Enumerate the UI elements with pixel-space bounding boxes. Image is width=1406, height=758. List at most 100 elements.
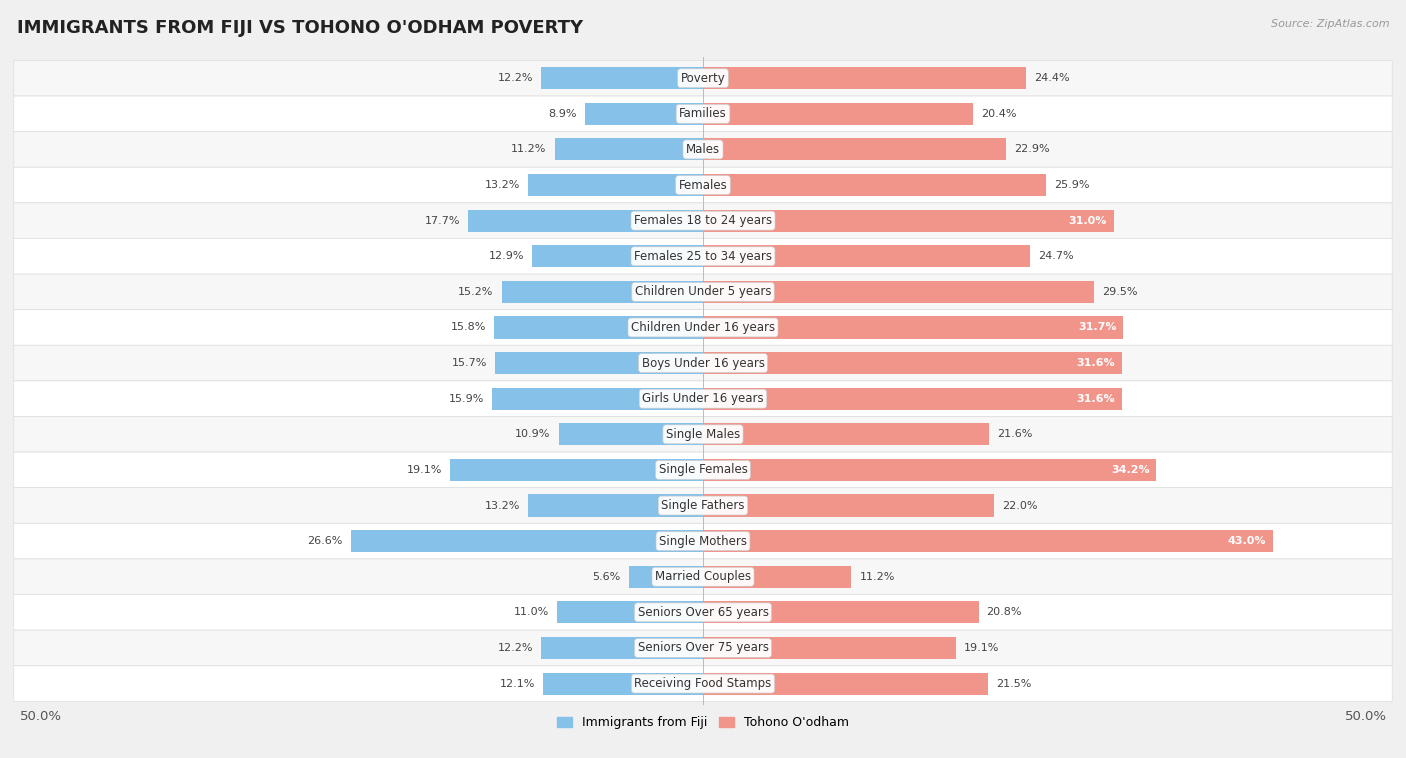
- Bar: [703, 352, 1122, 374]
- Text: 15.2%: 15.2%: [458, 287, 494, 297]
- Text: 20.4%: 20.4%: [981, 109, 1017, 119]
- Text: Single Males: Single Males: [666, 428, 740, 441]
- FancyBboxPatch shape: [14, 61, 1392, 96]
- Text: Single Fathers: Single Fathers: [661, 499, 745, 512]
- Text: 15.8%: 15.8%: [450, 322, 485, 333]
- Text: Source: ZipAtlas.com: Source: ZipAtlas.com: [1271, 19, 1389, 29]
- Bar: [543, 672, 703, 694]
- Text: 12.2%: 12.2%: [498, 643, 533, 653]
- Text: Children Under 5 years: Children Under 5 years: [634, 285, 772, 299]
- Text: Receiving Food Stamps: Receiving Food Stamps: [634, 677, 772, 690]
- Text: Single Mothers: Single Mothers: [659, 534, 747, 547]
- FancyBboxPatch shape: [14, 630, 1392, 666]
- Text: 31.7%: 31.7%: [1078, 322, 1116, 333]
- Text: 15.9%: 15.9%: [449, 393, 485, 404]
- Bar: [494, 316, 703, 339]
- Bar: [628, 565, 703, 587]
- FancyBboxPatch shape: [14, 666, 1392, 701]
- Bar: [529, 174, 703, 196]
- Bar: [531, 246, 703, 268]
- Text: Married Couples: Married Couples: [655, 570, 751, 583]
- Bar: [585, 103, 703, 125]
- Bar: [703, 637, 956, 659]
- Bar: [529, 494, 703, 516]
- Text: Males: Males: [686, 143, 720, 156]
- Bar: [557, 601, 703, 623]
- Text: 11.0%: 11.0%: [515, 607, 550, 617]
- Bar: [450, 459, 703, 481]
- Bar: [558, 423, 703, 446]
- FancyBboxPatch shape: [14, 452, 1392, 487]
- Text: 31.6%: 31.6%: [1077, 393, 1115, 404]
- Text: 13.2%: 13.2%: [485, 500, 520, 511]
- Text: 11.2%: 11.2%: [859, 572, 894, 581]
- Text: Seniors Over 75 years: Seniors Over 75 years: [637, 641, 769, 654]
- Bar: [703, 565, 852, 587]
- FancyBboxPatch shape: [14, 487, 1392, 523]
- Text: Females 18 to 24 years: Females 18 to 24 years: [634, 215, 772, 227]
- Bar: [703, 139, 1007, 161]
- FancyBboxPatch shape: [14, 523, 1392, 559]
- Text: 31.0%: 31.0%: [1069, 216, 1107, 226]
- Bar: [703, 494, 994, 516]
- Bar: [492, 387, 703, 410]
- Text: 20.8%: 20.8%: [987, 607, 1022, 617]
- FancyBboxPatch shape: [14, 168, 1392, 203]
- FancyBboxPatch shape: [14, 310, 1392, 346]
- Text: 29.5%: 29.5%: [1102, 287, 1137, 297]
- FancyBboxPatch shape: [14, 594, 1392, 630]
- Bar: [703, 423, 990, 446]
- Bar: [703, 601, 979, 623]
- Text: 12.2%: 12.2%: [498, 74, 533, 83]
- Text: 8.9%: 8.9%: [548, 109, 576, 119]
- Text: 43.0%: 43.0%: [1227, 536, 1265, 546]
- Text: 26.6%: 26.6%: [308, 536, 343, 546]
- FancyBboxPatch shape: [14, 559, 1392, 594]
- Text: 22.9%: 22.9%: [1014, 145, 1050, 155]
- FancyBboxPatch shape: [14, 274, 1392, 310]
- Text: 31.6%: 31.6%: [1077, 358, 1115, 368]
- FancyBboxPatch shape: [14, 416, 1392, 452]
- Text: Single Females: Single Females: [658, 463, 748, 477]
- Bar: [703, 210, 1114, 232]
- Text: 24.4%: 24.4%: [1035, 74, 1070, 83]
- Bar: [703, 246, 1031, 268]
- Bar: [495, 352, 703, 374]
- Text: 24.7%: 24.7%: [1038, 251, 1074, 262]
- Legend: Immigrants from Fiji, Tohono O'odham: Immigrants from Fiji, Tohono O'odham: [551, 711, 855, 735]
- Text: Families: Families: [679, 108, 727, 121]
- Bar: [468, 210, 703, 232]
- Text: Girls Under 16 years: Girls Under 16 years: [643, 392, 763, 406]
- Text: 15.7%: 15.7%: [451, 358, 486, 368]
- Text: 17.7%: 17.7%: [425, 216, 461, 226]
- Text: Females 25 to 34 years: Females 25 to 34 years: [634, 250, 772, 263]
- Bar: [554, 139, 703, 161]
- Text: 21.6%: 21.6%: [997, 429, 1032, 440]
- FancyBboxPatch shape: [14, 203, 1392, 239]
- Bar: [541, 67, 703, 89]
- Text: Children Under 16 years: Children Under 16 years: [631, 321, 775, 334]
- Text: 12.1%: 12.1%: [499, 678, 534, 688]
- FancyBboxPatch shape: [14, 132, 1392, 168]
- Bar: [703, 280, 1094, 303]
- Bar: [703, 387, 1122, 410]
- Text: 22.0%: 22.0%: [1002, 500, 1038, 511]
- Text: IMMIGRANTS FROM FIJI VS TOHONO O'ODHAM POVERTY: IMMIGRANTS FROM FIJI VS TOHONO O'ODHAM P…: [17, 19, 583, 37]
- Text: 19.1%: 19.1%: [965, 643, 1000, 653]
- Bar: [703, 174, 1046, 196]
- FancyBboxPatch shape: [14, 381, 1392, 416]
- Bar: [703, 459, 1156, 481]
- Text: 11.2%: 11.2%: [512, 145, 547, 155]
- Text: Females: Females: [679, 179, 727, 192]
- Text: Boys Under 16 years: Boys Under 16 years: [641, 356, 765, 370]
- Bar: [703, 672, 988, 694]
- FancyBboxPatch shape: [14, 239, 1392, 274]
- Bar: [703, 103, 973, 125]
- Text: 12.9%: 12.9%: [489, 251, 524, 262]
- Text: 25.9%: 25.9%: [1054, 180, 1090, 190]
- Bar: [350, 530, 703, 552]
- Bar: [703, 530, 1272, 552]
- Bar: [541, 637, 703, 659]
- Text: 5.6%: 5.6%: [592, 572, 621, 581]
- FancyBboxPatch shape: [14, 96, 1392, 132]
